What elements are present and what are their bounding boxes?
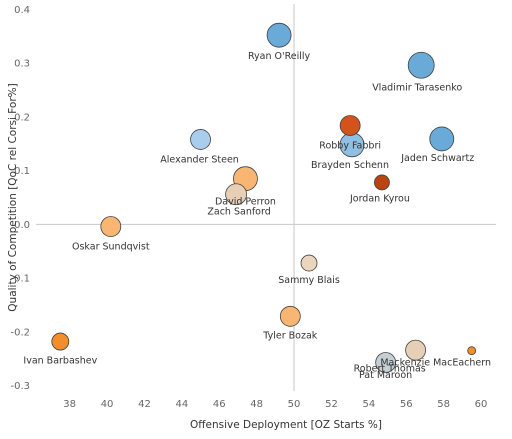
data-point: [467, 346, 477, 356]
data-point: [374, 174, 390, 191]
x-tick-label: 38: [63, 399, 76, 410]
data-point: [266, 22, 292, 48]
data-point-label: Vladimir Tarasenko: [372, 82, 462, 93]
data-point-label: Pat Maroon: [359, 370, 412, 381]
data-point-label: Sammy Blais: [278, 275, 340, 286]
data-point: [190, 129, 211, 150]
x-tick-label: 50: [288, 399, 301, 410]
x-tick-label: 52: [325, 399, 338, 410]
data-point: [51, 332, 70, 351]
data-point-label: Ivan Barbashev: [23, 356, 97, 367]
y-tick-label: 0.2: [14, 112, 30, 123]
y-tick-label: -0.3: [10, 381, 30, 392]
x-tick-label: 54: [362, 399, 375, 410]
x-tick-label: 46: [213, 399, 226, 410]
data-point: [225, 183, 247, 206]
data-point: [300, 254, 318, 272]
data-point-label: Jaden Schwartz: [400, 153, 474, 164]
y-tick-label: -0.1: [10, 274, 30, 285]
data-point: [405, 339, 426, 361]
data-point: [429, 126, 455, 152]
y-axis-title: Quality of Competition [QoC rel Corsi Fo…: [7, 83, 19, 311]
data-point-label: Jordan Kyrou: [349, 193, 410, 204]
data-point-label: Tyler Bozak: [262, 330, 317, 341]
data-point-label: Robert Thomas: [354, 364, 426, 375]
y-tick-label: 0.3: [14, 59, 30, 70]
x-tick-label: 40: [101, 399, 114, 410]
x-axis-title: Offensive Deployment [OZ Starts %]: [190, 419, 382, 431]
data-point-label: Alexander Steen: [160, 154, 239, 165]
data-point-label: Brayden Schenn: [311, 160, 389, 171]
y-tick-label: 0.1: [14, 166, 30, 177]
data-point-label: Robby Fabbri: [319, 140, 381, 151]
data-point-label: David Perron: [215, 197, 276, 208]
y-tick-label: 0.0: [14, 220, 30, 231]
x-tick-label: 48: [250, 399, 263, 410]
y-tick-label: 0.4: [14, 5, 30, 16]
x-tick-label: 60: [475, 399, 488, 410]
data-point: [100, 216, 122, 237]
data-point-label: Ryan O'Reilly: [248, 51, 311, 62]
x-tick-label: 42: [138, 399, 151, 410]
data-point-label: Mackenzie MacEachern: [380, 358, 491, 369]
data-point: [375, 352, 397, 373]
data-point: [339, 115, 361, 136]
data-point-label: Zach Sanford: [207, 206, 270, 217]
data-point-label: Oskar Sundqvist: [72, 242, 150, 253]
data-point: [279, 305, 301, 327]
x-tick-label: 44: [175, 399, 188, 410]
x-tick-label: 58: [437, 399, 450, 410]
data-point: [407, 51, 435, 79]
y-tick-label: -0.2: [10, 327, 30, 338]
x-tick-label: 56: [400, 399, 413, 410]
